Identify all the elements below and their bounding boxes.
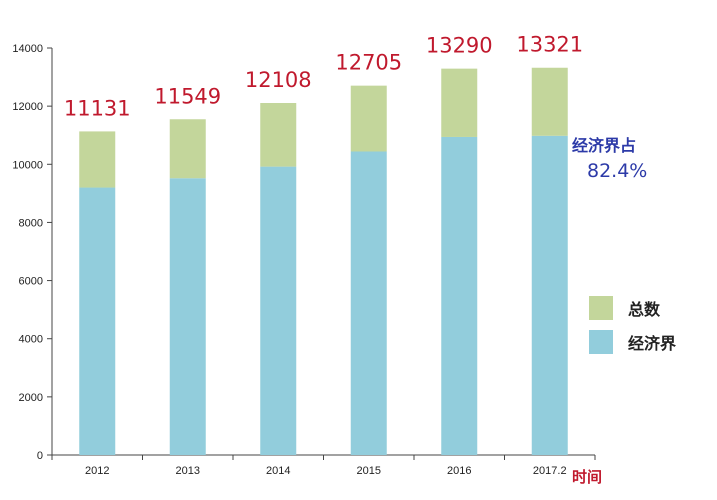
y-tick-label: 4000: [19, 334, 43, 346]
y-tick-label: 6000: [19, 276, 43, 288]
bar-economic: [169, 178, 206, 456]
y-tick-label: 10000: [12, 159, 43, 171]
bar-economic: [441, 136, 478, 456]
total-label: 11549: [154, 84, 221, 108]
x-tick-label: 2015: [357, 465, 381, 477]
bar-economic: [350, 151, 387, 455]
legend-label-economic: 经济界: [628, 334, 676, 353]
bar-economic: [531, 135, 568, 455]
total-label: 13290: [426, 34, 493, 58]
y-axis: 0 2000 4000 6000 8000 10000 12000 14000: [12, 43, 53, 462]
bar-remainder: [350, 85, 387, 152]
x-tick-label: 2017.2: [533, 465, 567, 477]
total-label: 13321: [516, 33, 583, 57]
x-axis-title: 时间: [572, 468, 602, 486]
bars: [79, 67, 568, 456]
total-label: 12705: [335, 51, 402, 75]
bar-economic: [260, 166, 297, 455]
annotation-line1: 经济界占: [572, 136, 636, 155]
x-axis: 2012 2013 2014 2015 2016 2017.2: [51, 454, 596, 477]
bar-remainder: [260, 103, 297, 167]
x-tick-label: 2014: [266, 465, 290, 477]
x-tick-label: 2013: [176, 465, 200, 477]
bar-economic: [79, 187, 116, 456]
x-tick-label: 2016: [447, 465, 471, 477]
total-label: 11131: [64, 96, 131, 120]
y-tick-label: 12000: [12, 101, 43, 113]
y-tick-label: 8000: [19, 217, 43, 229]
legend-swatch-economic: [589, 330, 613, 354]
legend-swatch-total: [589, 296, 613, 320]
x-tick-label: 2012: [85, 465, 109, 477]
legend-label-total: 总数: [628, 300, 661, 319]
bar-remainder: [169, 119, 206, 179]
bar-remainder: [79, 131, 116, 188]
total-label: 12108: [245, 68, 312, 92]
y-tick-label: 2000: [19, 392, 43, 404]
y-tick-label: 0: [37, 450, 43, 462]
bar-remainder: [441, 68, 478, 137]
total-labels: 11131 11549 12108 12705 13290 13321: [64, 33, 583, 121]
y-tick-label: 14000: [12, 43, 43, 55]
bar-remainder: [531, 67, 568, 136]
legend: 总数 经济界: [589, 296, 676, 354]
annotation-line2: 82.4%: [587, 160, 647, 182]
